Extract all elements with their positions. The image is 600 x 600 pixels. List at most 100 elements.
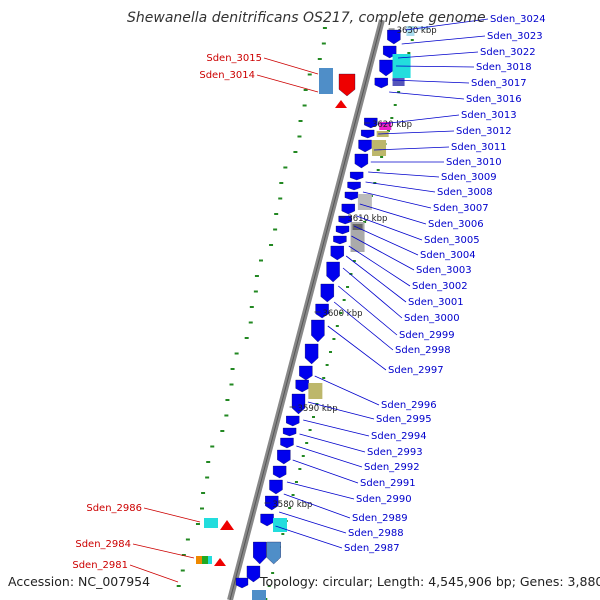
gene-arrow[interactable] <box>326 261 340 283</box>
gene-arrow[interactable] <box>304 343 319 365</box>
gene-arrow[interactable] <box>341 203 355 215</box>
gene-label[interactable]: Sden_3006 <box>428 219 484 230</box>
gene-arrow[interactable] <box>253 541 267 565</box>
gene-arrow[interactable] <box>379 59 393 77</box>
gene-arrow[interactable] <box>280 437 294 449</box>
gene-box[interactable] <box>406 26 415 36</box>
gene-label[interactable]: Sden_2992 <box>364 462 420 473</box>
gene-label[interactable]: Sden_3001 <box>408 297 464 308</box>
gene-label[interactable]: Sden_2999 <box>399 330 455 341</box>
gene-box[interactable] <box>204 518 218 528</box>
gene-label[interactable]: Sden_3005 <box>424 235 480 246</box>
gene-arrow[interactable] <box>260 513 274 527</box>
gene-arrow[interactable] <box>364 117 378 129</box>
gene-label[interactable]: Sden_3003 <box>416 265 472 276</box>
gene-box[interactable] <box>273 518 287 532</box>
gene-arrow[interactable] <box>265 495 279 511</box>
gene-label[interactable]: Sden_2981 <box>72 560 128 571</box>
gene-arrow[interactable] <box>354 153 369 169</box>
gene-label[interactable]: Sden_2997 <box>388 365 444 376</box>
gene-arrow[interactable] <box>347 181 361 191</box>
gene-arrow[interactable] <box>291 393 306 415</box>
gene-arrow[interactable] <box>333 235 347 245</box>
gene-arrow[interactable] <box>220 520 234 530</box>
gene-arrow[interactable] <box>374 77 388 89</box>
gene-arrow[interactable] <box>266 541 281 565</box>
gene-leader-line <box>143 507 201 523</box>
gene-label[interactable]: Sden_2998 <box>395 345 451 356</box>
gene-arrow[interactable] <box>361 129 375 139</box>
gene-box[interactable] <box>392 78 405 86</box>
gene-leader-line <box>401 35 486 45</box>
gene-arrow[interactable] <box>269 479 283 495</box>
gene-box[interactable] <box>202 556 208 564</box>
gene-label[interactable]: Sden_2986 <box>86 503 142 514</box>
gene-label[interactable]: Sden_3002 <box>412 281 468 292</box>
gene-label[interactable]: Sden_3009 <box>441 172 497 183</box>
gene-label[interactable]: Sden_3024 <box>490 14 546 25</box>
gene-arrow[interactable] <box>320 283 334 303</box>
gene-box[interactable] <box>252 590 266 600</box>
gene-box[interactable] <box>319 68 333 94</box>
gene-label[interactable]: Sden_3012 <box>456 126 512 137</box>
gene-arrow[interactable] <box>387 29 401 45</box>
gene-arrow[interactable] <box>358 139 372 153</box>
gene-label[interactable]: Sden_2993 <box>367 447 423 458</box>
gene-leader-line <box>314 375 380 406</box>
gene-arrow[interactable] <box>299 365 313 381</box>
gene-arrow[interactable] <box>246 565 261 583</box>
gene-leader-line <box>398 51 479 59</box>
gene-label[interactable]: Sden_3014 <box>199 70 255 81</box>
gene-box[interactable] <box>357 194 372 210</box>
gene-label[interactable]: Sden_2987 <box>344 543 400 554</box>
gene-label[interactable]: Sden_2989 <box>352 513 408 524</box>
gene-label[interactable]: Sden_3022 <box>480 47 536 58</box>
gene-label[interactable]: Sden_2996 <box>381 400 437 411</box>
gene-arrow[interactable] <box>330 245 344 261</box>
gene-arrow[interactable] <box>282 427 297 437</box>
gene-arrow[interactable] <box>335 225 350 235</box>
gene-arrow[interactable] <box>272 465 287 479</box>
gene-label[interactable]: Sden_2995 <box>376 414 432 425</box>
gene-label[interactable]: Sden_3017 <box>471 78 527 89</box>
gene-label[interactable]: Sden_3023 <box>487 31 543 42</box>
gene-arrow[interactable] <box>335 100 347 108</box>
gene-label[interactable]: Sden_3004 <box>420 250 476 261</box>
gene-box[interactable] <box>208 556 212 564</box>
map-title: Shewanella denitrificans OS217, complete… <box>127 10 486 26</box>
gene-arrow[interactable] <box>344 191 359 201</box>
gene-label[interactable]: Sden_2988 <box>348 528 404 539</box>
kbp-tick-label: 3620 kbp <box>372 120 412 130</box>
gene-label[interactable]: Sden_2984 <box>75 539 131 550</box>
gene-label[interactable]: Sden_2994 <box>371 431 427 442</box>
gene-arrow[interactable] <box>286 415 300 427</box>
gene-leader-line <box>278 511 347 534</box>
gene-label[interactable]: Sden_2990 <box>356 494 412 505</box>
gene-arrow[interactable] <box>277 449 291 465</box>
gene-leader-line <box>303 419 370 437</box>
gene-label[interactable]: Sden_3010 <box>446 157 502 168</box>
gene-arrow[interactable] <box>350 171 364 181</box>
gene-arrow[interactable] <box>235 577 249 589</box>
gene-label[interactable]: Sden_3018 <box>476 62 532 73</box>
gene-label[interactable]: Sden_3008 <box>437 187 493 198</box>
gene-leader-line <box>283 493 351 519</box>
backbone-inner-line <box>229 19 383 600</box>
gene-box[interactable] <box>379 122 392 130</box>
gene-label[interactable]: Sden_2991 <box>360 478 416 489</box>
gene-arrow[interactable] <box>214 558 226 566</box>
gene-box[interactable] <box>308 383 323 399</box>
gene-arrow[interactable] <box>338 73 356 97</box>
gene-label[interactable]: Sden_3007 <box>433 203 489 214</box>
gene-box[interactable] <box>196 556 202 564</box>
gene-label[interactable]: Sden_3016 <box>466 94 522 105</box>
gene-arrow[interactable] <box>295 379 309 393</box>
gene-box[interactable] <box>372 140 387 156</box>
gene-label[interactable]: Sden_3015 <box>206 53 262 64</box>
gene-arrow[interactable] <box>311 319 325 343</box>
gene-label[interactable]: Sden_3011 <box>451 142 507 153</box>
gene-label[interactable]: Sden_3000 <box>404 313 460 324</box>
gene-label[interactable]: Sden_3013 <box>461 110 517 121</box>
gene-box[interactable] <box>352 224 363 230</box>
gene-arrow[interactable] <box>338 215 352 225</box>
